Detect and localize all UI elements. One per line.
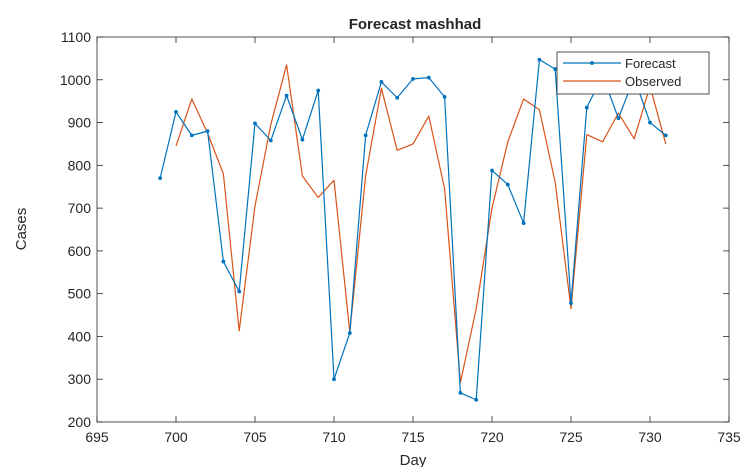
forecast-point — [237, 289, 242, 294]
legend-box — [556, 51, 710, 95]
plot-area — [97, 37, 729, 422]
forecast-point — [205, 129, 210, 134]
forecast-point — [537, 57, 542, 62]
forecast-point — [363, 133, 368, 138]
x-tick-label: 715 — [401, 429, 425, 445]
x-tick-label: 735 — [717, 429, 741, 445]
forecast-point — [284, 93, 289, 98]
x-tick-label: 705 — [243, 429, 267, 445]
forecast-point — [648, 120, 652, 125]
x-tick-label: 730 — [638, 429, 662, 445]
forecast-point — [332, 377, 336, 382]
x-tick-label: 700 — [164, 429, 188, 445]
forecast-point — [442, 94, 447, 99]
forecast-point — [158, 176, 163, 181]
legend-marker-forecast — [590, 61, 594, 65]
y-tick-label: 400 — [68, 328, 92, 344]
forecast-point — [616, 116, 621, 121]
y-tick-label: 1100 — [61, 29, 91, 45]
forecast-point — [584, 105, 589, 110]
x-tick-label: 725 — [559, 429, 583, 445]
forecast-point — [663, 133, 668, 138]
forecast-point — [300, 137, 305, 142]
y-tick-label: 300 — [68, 371, 92, 387]
forecast-point — [253, 121, 257, 126]
forecast-point — [569, 301, 573, 305]
x-tick-label: 710 — [322, 429, 346, 445]
forecast-point — [395, 95, 400, 100]
y-tick-label: 700 — [68, 200, 92, 216]
forecast-point — [379, 80, 384, 84]
y-tick-label: 1000 — [60, 72, 91, 88]
forecast-point — [490, 168, 494, 173]
y-tick-label: 200 — [68, 414, 92, 430]
forecast-point — [221, 259, 226, 264]
forecast-point — [458, 391, 463, 395]
x-tick-label: 695 — [85, 429, 109, 445]
legend-label-observed: Observed — [625, 74, 681, 89]
y-axis-label: Cases — [13, 208, 30, 251]
forecast-point — [521, 221, 526, 225]
legend: Forecast Observed — [556, 51, 710, 95]
forecast-point — [426, 75, 431, 80]
forecast-point — [316, 88, 321, 93]
axes: 695 700 705 710 715 720 725 730 735 200 300 400 500 6… — [60, 29, 741, 445]
forecast-point — [505, 182, 510, 187]
y-tick-label: 500 — [68, 286, 92, 302]
forecast-point — [189, 133, 194, 138]
chart-title: Forecast mashhad — [349, 16, 482, 33]
forecast-point — [347, 331, 352, 335]
forecast-point — [174, 109, 178, 114]
y-tick-label: 900 — [68, 115, 92, 131]
x-axis-label: Day — [400, 452, 427, 467]
forecast-point — [474, 397, 479, 402]
y-tick-label: 800 — [68, 157, 92, 173]
forecast-point — [268, 138, 273, 143]
legend-label-forecast: Forecast — [625, 56, 676, 71]
observed-series-line — [175, 64, 667, 384]
y-tick-label: 600 — [68, 243, 92, 259]
forecast-point — [411, 77, 415, 81]
x-tick-label: 720 — [480, 429, 504, 445]
forecast-point — [553, 67, 558, 71]
